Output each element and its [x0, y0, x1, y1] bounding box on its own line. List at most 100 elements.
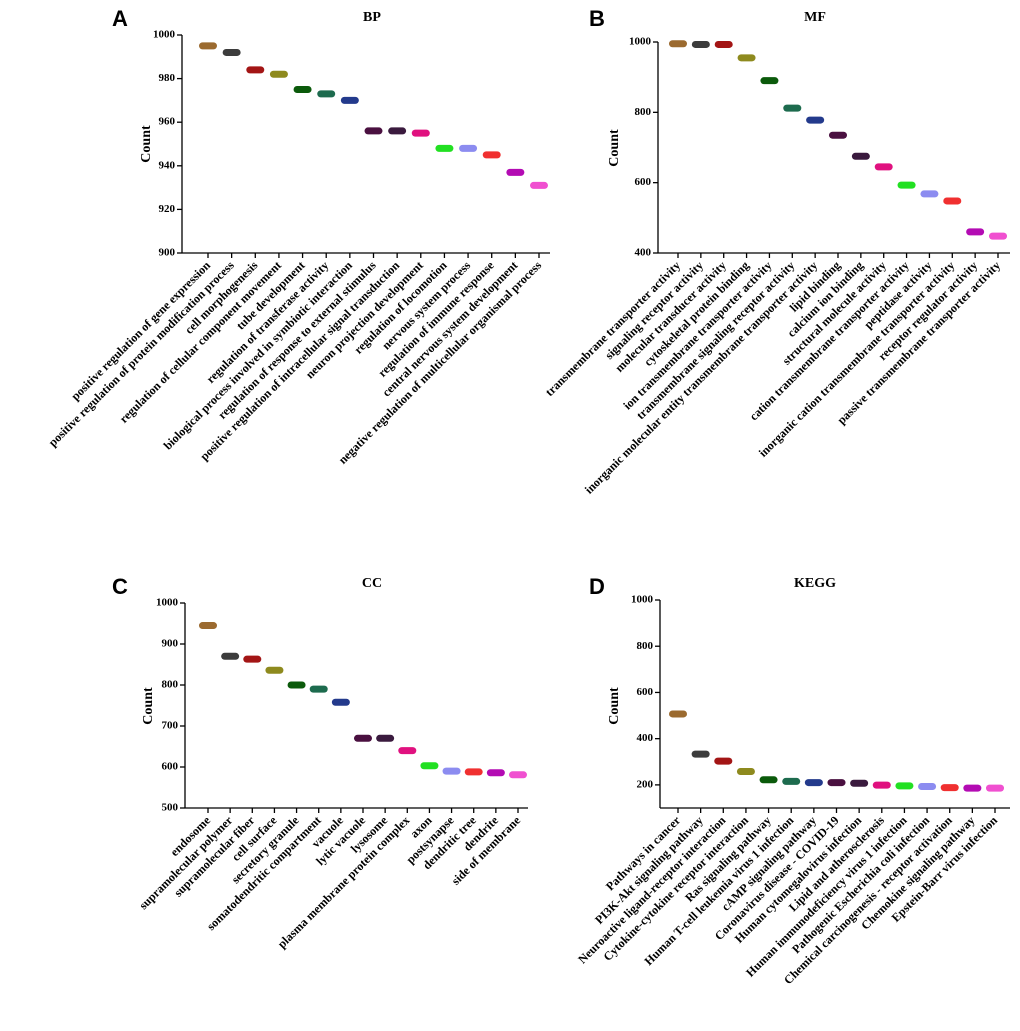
y-tick-label-bp: 980 [159, 72, 176, 84]
data-mark-human-immunodeficiency-virus-1-infection [895, 782, 914, 790]
data-mark-receptor-regulator-activity [966, 228, 985, 236]
y-tick-label-kegg: 200 [637, 778, 654, 790]
y-tick-label-bp: 920 [159, 203, 176, 215]
panel-title-kegg: KEGG [794, 576, 836, 591]
data-mark-supramolecular-polymer [221, 652, 240, 660]
panel-d: D KEGG Count 200 400 600 800 1000 Pathways i… [575, 574, 1010, 987]
axes-cc [184, 603, 528, 813]
data-mark-regulation-of-immune-response [482, 151, 501, 159]
data-mark-dendrite [486, 769, 505, 777]
data-mark-dendritic-tree [464, 768, 483, 776]
data-marks-bp [199, 42, 548, 189]
y-tick-label-kegg: 600 [637, 686, 654, 698]
panel-title-mf: MF [804, 10, 826, 25]
data-mark-inorganic-molecular-entity-transmembrane-transporter-activity [806, 116, 825, 124]
y-axis-title-mf: Count [607, 129, 622, 167]
data-mark-supramolecular-fiber [243, 655, 262, 663]
y-tick-label-mf: 600 [635, 176, 652, 188]
y-tick-label-cc: 1000 [156, 597, 179, 609]
panel-a: A BP Count 900 920 940 960 980 1000 positive … [46, 6, 550, 467]
y-ticks-cc: 500 600 700 800 900 1000 [156, 597, 185, 814]
data-mark-transmembrane-transporter-activity [669, 40, 687, 48]
y-ticks-mf: 400 600 800 1000 [629, 36, 658, 259]
data-mark-tube-development [293, 86, 312, 93]
data-mark-lipid-and-atherosclerosis [872, 781, 891, 789]
panel-c: C CC Count 500 600 700 800 900 1000 endosomes… [112, 574, 528, 951]
data-mark-pathways-in-cancer [669, 710, 687, 718]
data-marks-kegg [669, 710, 1004, 792]
data-mark-neuroactive-ligand-receptor-interaction [714, 757, 733, 765]
y-ticks-kegg: 200 400 600 800 1000 [631, 594, 660, 790]
data-mark-cytoskeletal-protein-binding [737, 54, 756, 62]
y-tick-label-cc: 700 [162, 720, 179, 732]
data-mark-human-cytomegalovirus-infection [850, 779, 869, 787]
category-labels-bp: positive regulation of gene expressionpo… [46, 258, 545, 467]
axes-mf [657, 42, 1010, 258]
data-mark-positive-regulation-of-gene-expression [199, 42, 217, 50]
y-tick-label-kegg: 800 [637, 640, 654, 652]
data-mark-endosome [199, 622, 217, 630]
data-mark-camp-signaling-pathway [804, 779, 823, 787]
data-mark-regulation-of-response-to-external-stimulus [364, 127, 383, 135]
data-mark-side-of-membrane [509, 771, 527, 779]
data-mark-postsynapse [442, 767, 461, 775]
y-tick-label-kegg: 400 [637, 732, 654, 744]
data-mark-peptidase-activity [920, 190, 939, 198]
panel-letter-b: B [589, 6, 605, 31]
y-tick-label-bp: 900 [159, 247, 176, 259]
data-mark-positive-regulation-of-intracellular-signal-transduction [388, 127, 407, 135]
data-mark-regulation-of-locomotion [435, 144, 454, 152]
y-tick-label-mf: 1000 [629, 36, 652, 48]
data-mark-biological-process-involved-in-symbiotic-interaction [340, 96, 359, 104]
y-axis-title-bp: Count [139, 125, 154, 163]
axes-kegg [659, 600, 1010, 813]
y-tick-label-cc: 500 [162, 802, 179, 814]
data-mark-cytokine-cytokine-receptor-interaction [736, 767, 755, 775]
data-mark-epstein-barr-virus-infection [986, 784, 1004, 792]
data-mark-molecular-transducer-activity [714, 40, 733, 48]
panel-title-bp: BP [363, 10, 381, 25]
data-mark-central-nervous-system-development [506, 168, 525, 176]
y-tick-label-kegg: 1000 [631, 594, 654, 606]
data-mark-ras-signaling-pathway [759, 776, 778, 784]
data-mark-positive-regulation-of-protein-modification-process [222, 48, 241, 56]
panel-b: B MF Count 400 600 800 1000 transmembrane t… [542, 6, 1010, 497]
data-mark-transmembrane-signaling-receptor-activity [783, 104, 802, 112]
data-mark-lytic-vacuole [354, 734, 372, 742]
category-label-positive-regulation-of-protein-modification-process: positive regulation of protein modificat… [46, 258, 237, 449]
y-tick-label-bp: 940 [159, 159, 176, 171]
data-mark-lysosome [376, 734, 395, 742]
data-mark-lipid-binding [829, 131, 847, 139]
data-mark-neuron-projection-development [411, 129, 430, 137]
y-tick-label-mf: 400 [635, 247, 652, 259]
panel-letter-d: D [589, 574, 605, 599]
data-marks-mf [669, 40, 1007, 240]
axes-bp [181, 35, 550, 258]
y-axis-title-kegg: Count [607, 687, 622, 725]
data-mark-human-t-cell-leukemia-virus-1-infection [782, 777, 801, 785]
data-mark-calcium-ion-binding [851, 152, 870, 160]
y-tick-label-bp: 960 [159, 116, 176, 128]
data-mark-coronavirus-disease-covid-19 [827, 779, 846, 787]
data-mark-pathogenic-escherichia-coli-infection [918, 783, 937, 791]
y-tick-label-cc: 900 [162, 638, 179, 650]
category-label-supramolecular-polymer: supramolecular polymer [136, 813, 236, 913]
y-ticks-bp: 900 920 940 960 980 1000 [153, 29, 182, 259]
panel-letter-c: C [112, 574, 128, 599]
y-tick-label-mf: 800 [635, 106, 652, 118]
data-mark-cell-surface [265, 666, 284, 674]
panel-letter-a: A [112, 6, 128, 31]
data-mark-regulation-of-transferase-activity [317, 90, 336, 98]
panel-title-cc: CC [362, 576, 382, 591]
category-labels-mf: transmembrane transporter activitysignal… [542, 258, 1003, 496]
data-mark-cell-morphogenesis [246, 66, 265, 74]
data-mark-passive-transmembrane-transporter-activity [989, 232, 1007, 240]
data-mark-inorganic-cation-transmembrane-transporter-activity [943, 197, 962, 205]
y-tick-label-cc: 600 [162, 761, 179, 773]
data-mark-structural-molecule-activity [874, 163, 893, 171]
data-mark-regulation-of-cellular-component-movement [269, 70, 288, 78]
y-tick-label-bp: 1000 [153, 29, 176, 41]
